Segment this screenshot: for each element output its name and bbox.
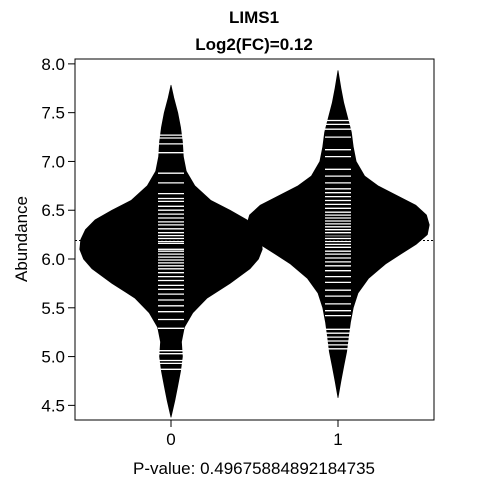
y-tick-label-5: 7.0: [41, 152, 65, 171]
x-tick-label-1: 1: [333, 430, 342, 449]
y-tick-label-0: 4.5: [41, 396, 65, 415]
y-tick-label-3: 6.0: [41, 250, 65, 269]
plot-frame: [74, 58, 435, 421]
y-axis-label: Abundance: [12, 196, 31, 282]
y-axis: 4.5 5.0 5.5 6.0 6.5 7.0 7.5 8.0: [41, 55, 75, 415]
y-tick-label-7: 8.0: [41, 55, 65, 74]
y-tick-label-6: 7.5: [41, 104, 65, 123]
y-tick-label-1: 5.0: [41, 348, 65, 367]
plot-area: [75, 70, 434, 418]
x-tick-label-0: 0: [166, 430, 175, 449]
chart-title: LIMS1: [229, 8, 279, 27]
y-tick-label-4: 6.5: [41, 201, 65, 220]
chart-subtitle: Log2(FC)=0.12: [195, 35, 313, 54]
x-axis-label: P-value: 0.49675884892184735: [133, 459, 375, 478]
y-tick-label-2: 5.5: [41, 299, 65, 318]
